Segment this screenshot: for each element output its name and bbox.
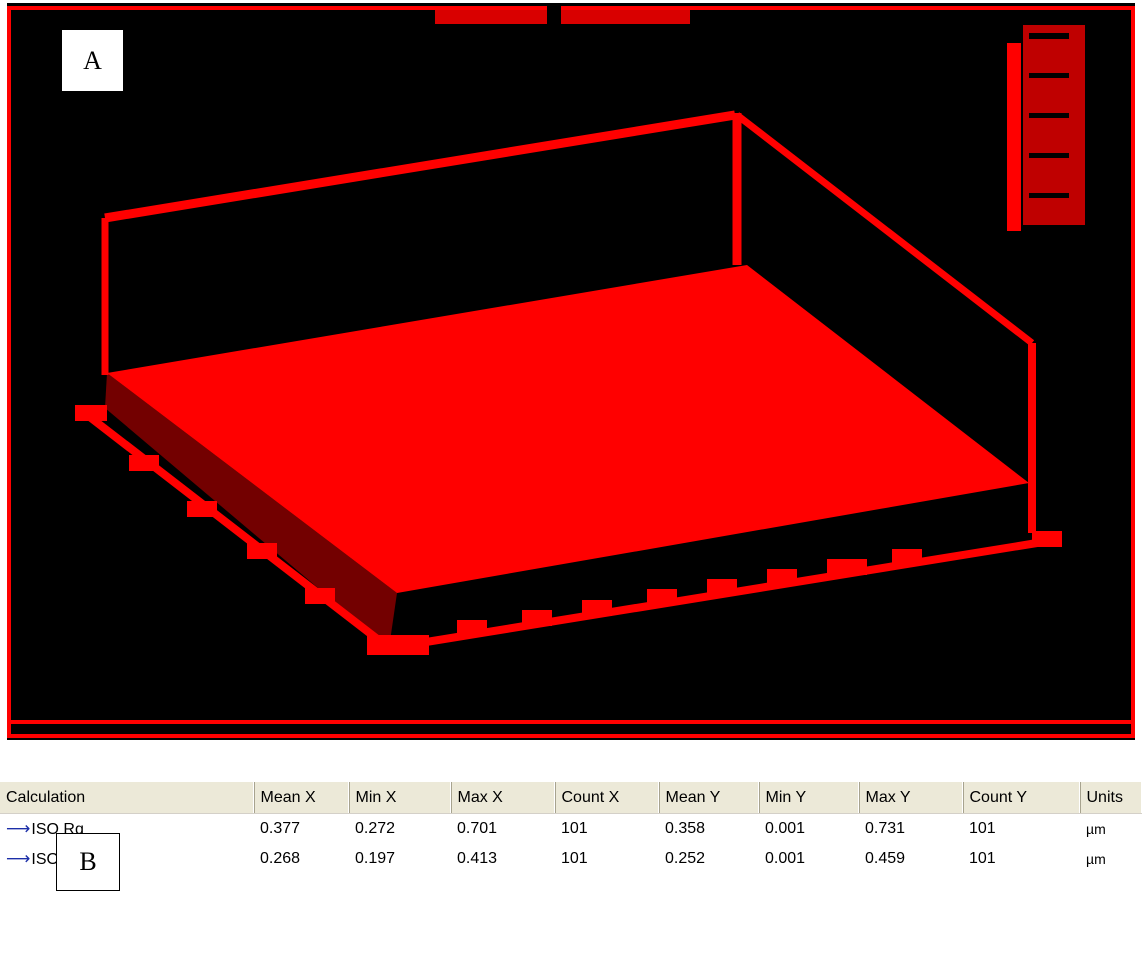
surface-3d-view[interactable] bbox=[7, 3, 1135, 740]
calculation-cell: ⟶ISO Ra bbox=[0, 844, 254, 874]
column-header-max-x[interactable]: Max X bbox=[451, 782, 556, 814]
column-header-mean-x[interactable]: Mean X bbox=[254, 782, 350, 814]
plot-title-strip bbox=[435, 6, 690, 24]
color-scale-legend bbox=[1007, 25, 1085, 231]
max-y-cell: 0.459 bbox=[859, 844, 963, 874]
count-x-cell: 101 bbox=[555, 844, 659, 874]
count-x-cell: 101 bbox=[555, 813, 659, 844]
panel-label-b: B bbox=[56, 833, 120, 891]
bounding-box bbox=[79, 110, 1038, 652]
calculation-cell: ⟶ISO Rq bbox=[0, 813, 254, 844]
column-header-max-y[interactable]: Max Y bbox=[859, 782, 964, 814]
roughness-results-table: Calculation Mean X Min X Max X Count X M… bbox=[0, 782, 1142, 874]
min-x-cell: 0.197 bbox=[349, 844, 451, 874]
surface-plot-graphic bbox=[7, 6, 1135, 738]
max-x-cell: 0.701 bbox=[451, 813, 555, 844]
column-header-mean-y[interactable]: Mean Y bbox=[659, 782, 760, 814]
min-y-cell: 0.001 bbox=[759, 844, 859, 874]
min-x-cell: 0.272 bbox=[349, 813, 451, 844]
max-y-cell: 0.731 bbox=[859, 813, 963, 844]
max-x-cell: 0.413 bbox=[451, 844, 555, 874]
panel-label-a: A bbox=[61, 29, 124, 92]
units-cell: µm bbox=[1080, 813, 1142, 844]
table-header-row: Calculation Mean X Min X Max X Count X M… bbox=[0, 782, 1142, 814]
mean-y-cell: 0.252 bbox=[659, 844, 759, 874]
column-header-calculation[interactable]: Calculation bbox=[0, 782, 255, 814]
mean-x-cell: 0.377 bbox=[254, 813, 349, 844]
table-row[interactable]: ⟶ISO Rq 0.377 0.272 0.701 101 0.358 0.00… bbox=[0, 813, 1142, 844]
column-header-count-y[interactable]: Count Y bbox=[963, 782, 1081, 814]
arrow-right-icon: ⟶ bbox=[6, 819, 31, 838]
column-header-min-y[interactable]: Min Y bbox=[759, 782, 860, 814]
column-header-count-x[interactable]: Count X bbox=[555, 782, 660, 814]
axis-tick-labels bbox=[75, 405, 1062, 655]
surface-plane bbox=[107, 265, 1029, 593]
count-y-cell: 101 bbox=[963, 844, 1080, 874]
mean-x-cell: 0.268 bbox=[254, 844, 349, 874]
column-header-min-x[interactable]: Min X bbox=[349, 782, 452, 814]
arrow-right-icon: ⟶ bbox=[6, 849, 31, 868]
units-cell: µm bbox=[1080, 844, 1142, 874]
plot-frame-bottom-rule bbox=[9, 720, 1133, 724]
min-y-cell: 0.001 bbox=[759, 813, 859, 844]
column-header-units[interactable]: Units bbox=[1080, 782, 1142, 814]
mean-y-cell: 0.358 bbox=[659, 813, 759, 844]
table-row[interactable]: ⟶ISO Ra 0.268 0.197 0.413 101 0.252 0.00… bbox=[0, 844, 1142, 874]
count-y-cell: 101 bbox=[963, 813, 1080, 844]
